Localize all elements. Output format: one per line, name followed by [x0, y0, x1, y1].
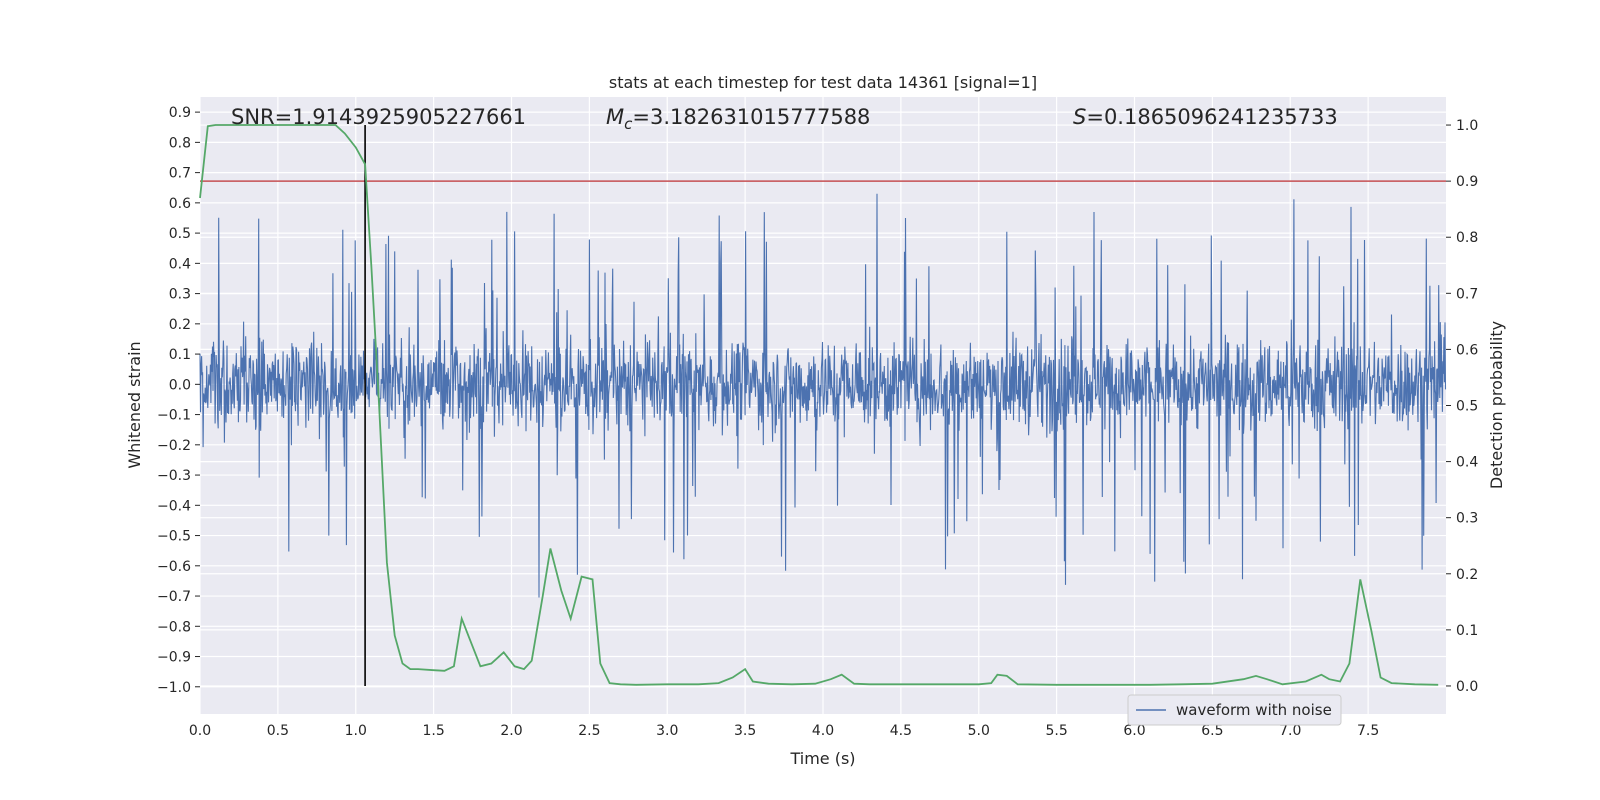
mc-subscript: c [624, 115, 633, 133]
y-left-tick-label: −1.0 [157, 680, 191, 696]
y-axis-label-left: Whitened strain [125, 341, 144, 468]
y-left-tick-label: −0.6 [157, 559, 191, 575]
s-annotation: S=0.1865096241235733 [1073, 105, 1338, 129]
snr-annotation: SNR=1.9143925905227661 [231, 105, 526, 129]
y-left-tick-label: −0.8 [157, 619, 191, 635]
y-left-tick-label: 0.7 [169, 166, 191, 182]
x-tick-label: 2.0 [500, 723, 522, 739]
overlays [199, 124, 1446, 686]
x-tick-label: 0.5 [267, 723, 289, 739]
y-left-tick-label: −0.9 [157, 650, 191, 666]
y-left-tick-label: −0.2 [157, 438, 191, 454]
s-symbol: S [1073, 105, 1086, 129]
chart-title: stats at each timestep for test data 143… [609, 73, 1037, 92]
y-left-tick-label: 0.2 [169, 317, 191, 333]
y-left-tick-label: 0.6 [169, 196, 191, 212]
x-tick-label: 7.0 [1279, 723, 1301, 739]
axes: 0.0 0.5 1.0 1.5 2.0 2.5 3.0 3.5 4.0 4.5 5.0 5.5 6.0 6… [157, 105, 1478, 739]
legend-box [1127, 694, 1342, 726]
x-tick-label: 6.0 [1123, 723, 1145, 739]
strain-line [199, 193, 1447, 598]
y-left-tick-label: 0.9 [169, 105, 191, 121]
y-left-tick-label: 0.5 [169, 226, 191, 242]
y-left-tick-label: −0.3 [157, 468, 191, 484]
x-tick-label: 3.5 [734, 723, 756, 739]
y-right-tick-label: 0.1 [1456, 623, 1478, 639]
legend-entry: waveform with noise [1176, 701, 1332, 719]
x-tick-label: 1.0 [345, 723, 367, 739]
s-value: =0.1865096241235733 [1086, 105, 1337, 129]
y-left-tick-label: 0.4 [169, 256, 191, 272]
y-left-tick-label: −0.7 [157, 589, 191, 605]
y-right-tick-label: 0.7 [1456, 286, 1478, 302]
x-tick-label: 2.5 [578, 723, 600, 739]
x-tick-label: 7.5 [1357, 723, 1379, 739]
x-axis-label: Time (s) [789, 749, 855, 768]
mc-value: =3.182631015777588 [632, 105, 870, 129]
y-right-tick-label: 0.0 [1456, 679, 1478, 695]
y-right-tick-label: 0.4 [1456, 455, 1478, 471]
y-left-tick-label: −0.1 [157, 408, 191, 424]
y-right-tick-label: 0.2 [1456, 567, 1478, 583]
y-left-tick-label: 0.8 [169, 135, 191, 151]
y-left-tick-label: −0.4 [157, 498, 191, 514]
y-right-tick-label: 1.0 [1456, 118, 1478, 134]
x-tick-label: 0.0 [189, 723, 211, 739]
strain-series [199, 193, 1447, 598]
y-left-tick-label: −0.5 [157, 529, 191, 545]
y-right-tick-label: 0.3 [1456, 511, 1478, 527]
y-right-tick-label: 0.5 [1456, 399, 1478, 415]
y-left-tick-label: 0.3 [169, 287, 191, 303]
legend: waveform with noise [1127, 694, 1342, 726]
x-tick-label: 3.0 [656, 723, 678, 739]
x-tick-label: 5.5 [1045, 723, 1067, 739]
y-right-tick-label: 0.9 [1456, 174, 1478, 190]
y-left-tick-label: 0.0 [169, 377, 191, 393]
y-left-tick-label: 0.1 [169, 347, 191, 363]
x-tick-label: 4.5 [890, 723, 912, 739]
x-tick-label: 1.5 [422, 723, 444, 739]
y-right-tick-label: 0.6 [1456, 342, 1478, 358]
mc-symbol: M [606, 105, 624, 129]
x-tick-label: 4.0 [812, 723, 834, 739]
x-tick-label: 5.0 [968, 723, 990, 739]
y-axis-label-right: Detection probability [1487, 321, 1506, 489]
probability-line [199, 124, 1439, 686]
x-tick-label: 6.5 [1201, 723, 1223, 739]
y-right-tick-label: 0.8 [1456, 230, 1478, 246]
chirp-mass-annotation: Mc=3.182631015777588 [606, 105, 870, 133]
